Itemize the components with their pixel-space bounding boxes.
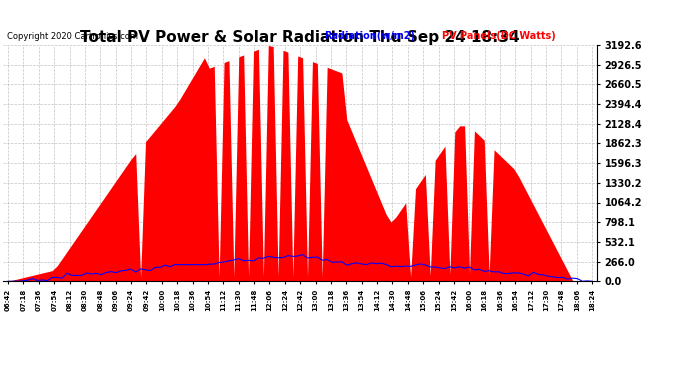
Text: PV Panels(DC Watts): PV Panels(DC Watts) [442,32,555,41]
Text: Copyright 2020 Cartronics.com: Copyright 2020 Cartronics.com [7,32,138,41]
Text: Radiation(w/m2): Radiation(w/m2) [324,32,415,41]
Title: Total PV Power & Solar Radiation Thu Sep 24 18:34: Total PV Power & Solar Radiation Thu Sep… [80,30,520,45]
